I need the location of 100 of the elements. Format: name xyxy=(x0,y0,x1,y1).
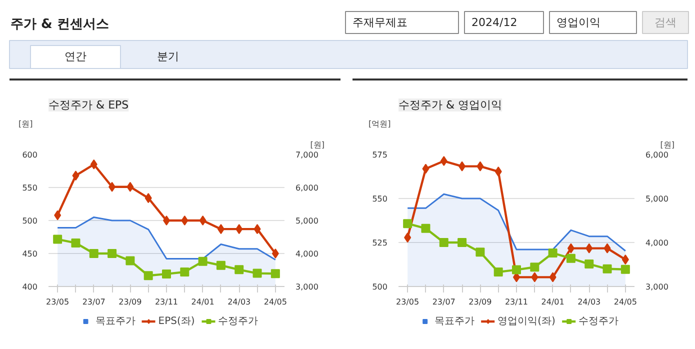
y-tick-label: 500 xyxy=(22,216,38,226)
y-tick-label: 500 xyxy=(372,282,388,292)
point xyxy=(458,238,467,247)
y-tick-label: 450 xyxy=(22,250,38,258)
point xyxy=(512,265,521,274)
point xyxy=(403,219,412,228)
point xyxy=(548,248,558,258)
text: 주재무제표 xyxy=(352,16,408,29)
point xyxy=(566,254,576,263)
point xyxy=(90,159,98,170)
y-tick-label: 575 xyxy=(372,150,388,160)
point xyxy=(234,265,244,274)
point xyxy=(421,224,430,233)
point xyxy=(494,267,503,276)
point xyxy=(54,210,62,220)
point xyxy=(270,269,280,278)
x-tick-label: 23/07 xyxy=(432,298,456,306)
text: 연간 xyxy=(64,50,86,63)
point xyxy=(622,254,629,265)
point xyxy=(549,272,556,282)
point xyxy=(144,193,152,204)
y2-tick-label: 4,000 xyxy=(646,238,668,248)
x-tick-label: 23/07 xyxy=(82,298,106,306)
point xyxy=(71,238,80,248)
point xyxy=(108,182,116,192)
y-tick-label: 550 xyxy=(372,194,388,204)
point xyxy=(272,248,279,258)
y2-tick-label: 3,000 xyxy=(296,282,318,292)
point xyxy=(440,156,448,166)
y2-tick-label: 7,000 xyxy=(296,150,318,160)
point xyxy=(602,264,612,274)
point xyxy=(252,268,262,278)
point xyxy=(199,216,206,226)
point xyxy=(586,243,593,254)
point xyxy=(144,271,153,280)
chart-title: 수정주가 & 영업이익 xyxy=(398,98,502,112)
point xyxy=(89,249,98,258)
point xyxy=(254,224,261,234)
y-tick-label: 600 xyxy=(22,150,38,160)
x-tick-label: 24/03 xyxy=(228,298,251,306)
y-axis-title: [억원] xyxy=(368,120,391,128)
point xyxy=(236,224,243,234)
y2-axis-title: [원] xyxy=(660,140,675,150)
x-tick-label: 23/05 xyxy=(396,298,420,306)
x-tick-label: 23/09 xyxy=(468,298,492,306)
x-tick-label: 23/11 xyxy=(154,298,178,306)
y-tick-label: 525 xyxy=(372,238,388,248)
x-tick-label: 24/01 xyxy=(541,298,564,306)
point xyxy=(181,216,188,226)
point xyxy=(530,262,540,272)
legend-label: 목표주가 xyxy=(95,315,136,328)
y2-tick-label: 5,000 xyxy=(296,216,318,226)
text: 분기 xyxy=(157,50,179,63)
point xyxy=(531,272,538,282)
x-tick-label: 24/05 xyxy=(614,298,637,306)
legend-label: EPS(좌) xyxy=(158,315,195,328)
x-tick-label: 24/03 xyxy=(578,298,601,306)
x-tick-label: 23/09 xyxy=(118,298,142,306)
point xyxy=(439,238,448,247)
y-tick-label: 400 xyxy=(22,282,38,292)
point xyxy=(620,264,630,274)
point xyxy=(53,234,62,244)
chart-title: 수정주가 & EPS xyxy=(48,98,129,112)
point xyxy=(584,260,594,269)
text: 영업이익 xyxy=(556,16,600,29)
point xyxy=(126,182,134,192)
point xyxy=(163,216,170,226)
x-tick-label: 24/01 xyxy=(191,298,214,306)
y-tick-label: 550 xyxy=(22,184,38,192)
point xyxy=(494,166,502,177)
point xyxy=(198,256,208,266)
x-tick-label: 23/05 xyxy=(46,298,70,306)
y2-tick-label: 6,000 xyxy=(646,150,668,160)
point xyxy=(567,243,574,254)
x-tick-label: 23/11 xyxy=(504,298,528,306)
y-axis-title: [원] xyxy=(18,120,33,128)
point xyxy=(180,267,190,276)
legend-label: 목표주가 xyxy=(434,315,475,328)
legend-label: 수정주가 xyxy=(218,315,258,328)
point xyxy=(216,260,226,270)
point xyxy=(404,232,412,243)
y2-axis-title: [원] xyxy=(310,140,325,150)
point xyxy=(422,164,430,174)
point xyxy=(72,170,80,181)
text: 주가 & 컨센서스 xyxy=(10,17,109,32)
point xyxy=(458,161,466,172)
legend-label: 수정주가 xyxy=(578,315,618,328)
point xyxy=(162,269,171,278)
legend-label: 영업이익(좌) xyxy=(498,315,556,328)
text: 2024/12 xyxy=(472,16,518,29)
point xyxy=(604,243,611,254)
point xyxy=(476,161,484,172)
text: 검색 xyxy=(654,16,676,29)
y2-tick-label: 6,000 xyxy=(296,184,318,192)
point xyxy=(126,256,135,266)
y2-tick-label: 3,000 xyxy=(646,282,668,292)
point xyxy=(476,248,485,257)
x-tick-label: 24/05 xyxy=(264,298,287,306)
y2-tick-label: 5,000 xyxy=(646,194,668,204)
y2-tick-label: 4,000 xyxy=(296,250,318,258)
